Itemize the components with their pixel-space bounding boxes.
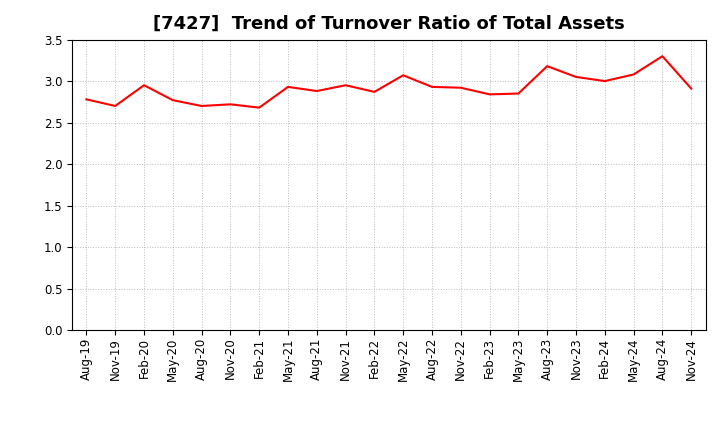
Title: [7427]  Trend of Turnover Ratio of Total Assets: [7427] Trend of Turnover Ratio of Total … (153, 15, 625, 33)
